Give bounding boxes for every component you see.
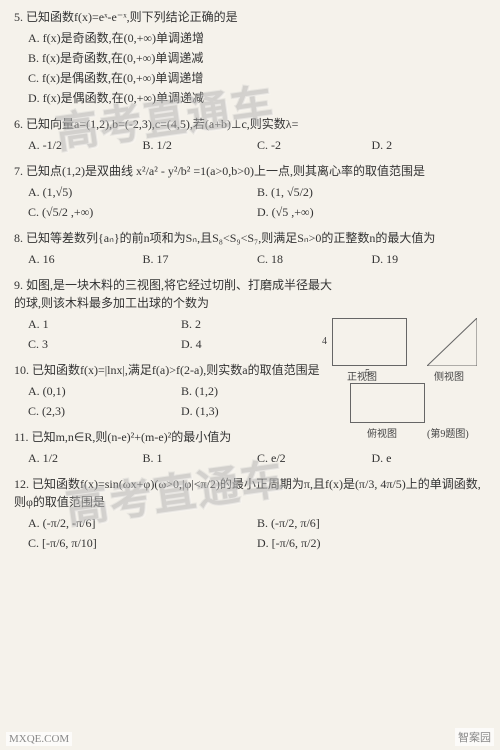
question-9: 9. 如图,是一块木料的三视图,将它经过切削、打磨成半径最大的球,则该木料最多加… xyxy=(14,276,334,355)
q10-opt-a: A. (0,1) xyxy=(28,382,181,400)
front-view-label: 正视图 xyxy=(347,368,377,383)
q9-diagram: 4 5 正视图 侧视图 俯视图 (第9题图) xyxy=(332,318,482,428)
q12-opt-d: D. [-π/6, π/2) xyxy=(257,534,486,552)
dim-height: 4 xyxy=(322,336,327,347)
q11-opt-d: D. e xyxy=(372,449,487,467)
top-view-label: 俯视图 xyxy=(367,425,397,440)
q5-opt-a: A. f(x)是奇函数,在(0,+∞)单调递增 xyxy=(28,29,486,47)
q5-stem: 5. 已知函数f(x)=eˣ-e⁻ˣ,则下列结论正确的是 xyxy=(14,8,486,26)
q5-text: 已知函数f(x)=eˣ-e⁻ˣ,则下列结论正确的是 xyxy=(26,10,238,24)
q12-opt-b: B. (-π/2, π/6] xyxy=(257,514,486,532)
q9-opt-c: C. 3 xyxy=(28,335,181,353)
side-view-triangle xyxy=(427,318,477,366)
q5-opt-b: B. f(x)是奇函数,在(0,+∞)单调递减 xyxy=(28,49,486,67)
front-view-box xyxy=(332,318,407,366)
q7-opt-c: C. (√5/2 ,+∞) xyxy=(28,203,257,221)
q5-num: 5. xyxy=(14,10,23,24)
q8-opt-d: D. 19 xyxy=(372,250,487,268)
q8-options: A. 16 B. 17 C. 18 D. 19 xyxy=(14,250,486,270)
q9-stem: 9. 如图,是一块木料的三视图,将它经过切削、打磨成半径最大的球,则该木料最多加… xyxy=(14,276,334,312)
q11-stem: 11. 已知m,n∈R,则(n-e)²+(m-e)²的最小值为 xyxy=(14,428,486,446)
q8-opt-b: B. 17 xyxy=(143,250,258,268)
top-view-box xyxy=(350,383,425,423)
q8-stem: 8. 已知等差数列{aₙ}的前n项和为Sₙ,且S₈<S₉<S₇,则满足Sₙ>0的… xyxy=(14,229,486,247)
q10-opt-d: D. (1,3) xyxy=(181,402,334,420)
q10-options: A. (0,1) B. (1,2) C. (2,3) D. (1,3) xyxy=(14,382,334,422)
q7-stem: 7. 已知点(1,2)是双曲线 x²/a² - y²/b² =1(a>0,b>0… xyxy=(14,162,486,180)
q6-opt-d: D. 2 xyxy=(372,136,487,154)
corner-brand-left: MXQE.COM xyxy=(6,732,72,746)
q9-opt-d: D. 4 xyxy=(181,335,334,353)
q12-opt-c: C. [-π/6, π/10] xyxy=(28,534,257,552)
question-8: 8. 已知等差数列{aₙ}的前n项和为Sₙ,且S₈<S₉<S₇,则满足Sₙ>0的… xyxy=(14,229,486,270)
q11-opt-a: A. 1/2 xyxy=(28,449,143,467)
q7-opt-d: D. (√5 ,+∞) xyxy=(257,203,486,221)
q8-opt-c: C. 18 xyxy=(257,250,372,268)
q9-opt-b: B. 2 xyxy=(181,315,334,333)
q6-opt-c: C. -2 xyxy=(257,136,372,154)
figure-label: (第9题图) xyxy=(427,425,469,440)
q7-opt-b: B. (1, √5/2) xyxy=(257,183,486,201)
q10-opt-b: B. (1,2) xyxy=(181,382,334,400)
corner-brand-right: 智案园 xyxy=(455,728,494,746)
question-10: 10. 已知函数f(x)=|lnx|,满足f(a)>f(2-a),则实数a的取值… xyxy=(14,361,334,422)
q10-opt-c: C. (2,3) xyxy=(28,402,181,420)
q9-opt-a: A. 1 xyxy=(28,315,181,333)
q10-stem: 10. 已知函数f(x)=|lnx|,满足f(a)>f(2-a),则实数a的取值… xyxy=(14,361,334,379)
q7-opt-a: A. (1,√5) xyxy=(28,183,257,201)
q7-options: A. (1,√5) B. (1, √5/2) C. (√5/2 ,+∞) D. … xyxy=(14,183,486,223)
q9-options: A. 1 B. 2 C. 3 D. 4 xyxy=(14,315,334,355)
question-7: 7. 已知点(1,2)是双曲线 x²/a² - y²/b² =1(a>0,b>0… xyxy=(14,162,486,223)
q8-opt-a: A. 16 xyxy=(28,250,143,268)
side-view-label: 侧视图 xyxy=(434,368,464,383)
